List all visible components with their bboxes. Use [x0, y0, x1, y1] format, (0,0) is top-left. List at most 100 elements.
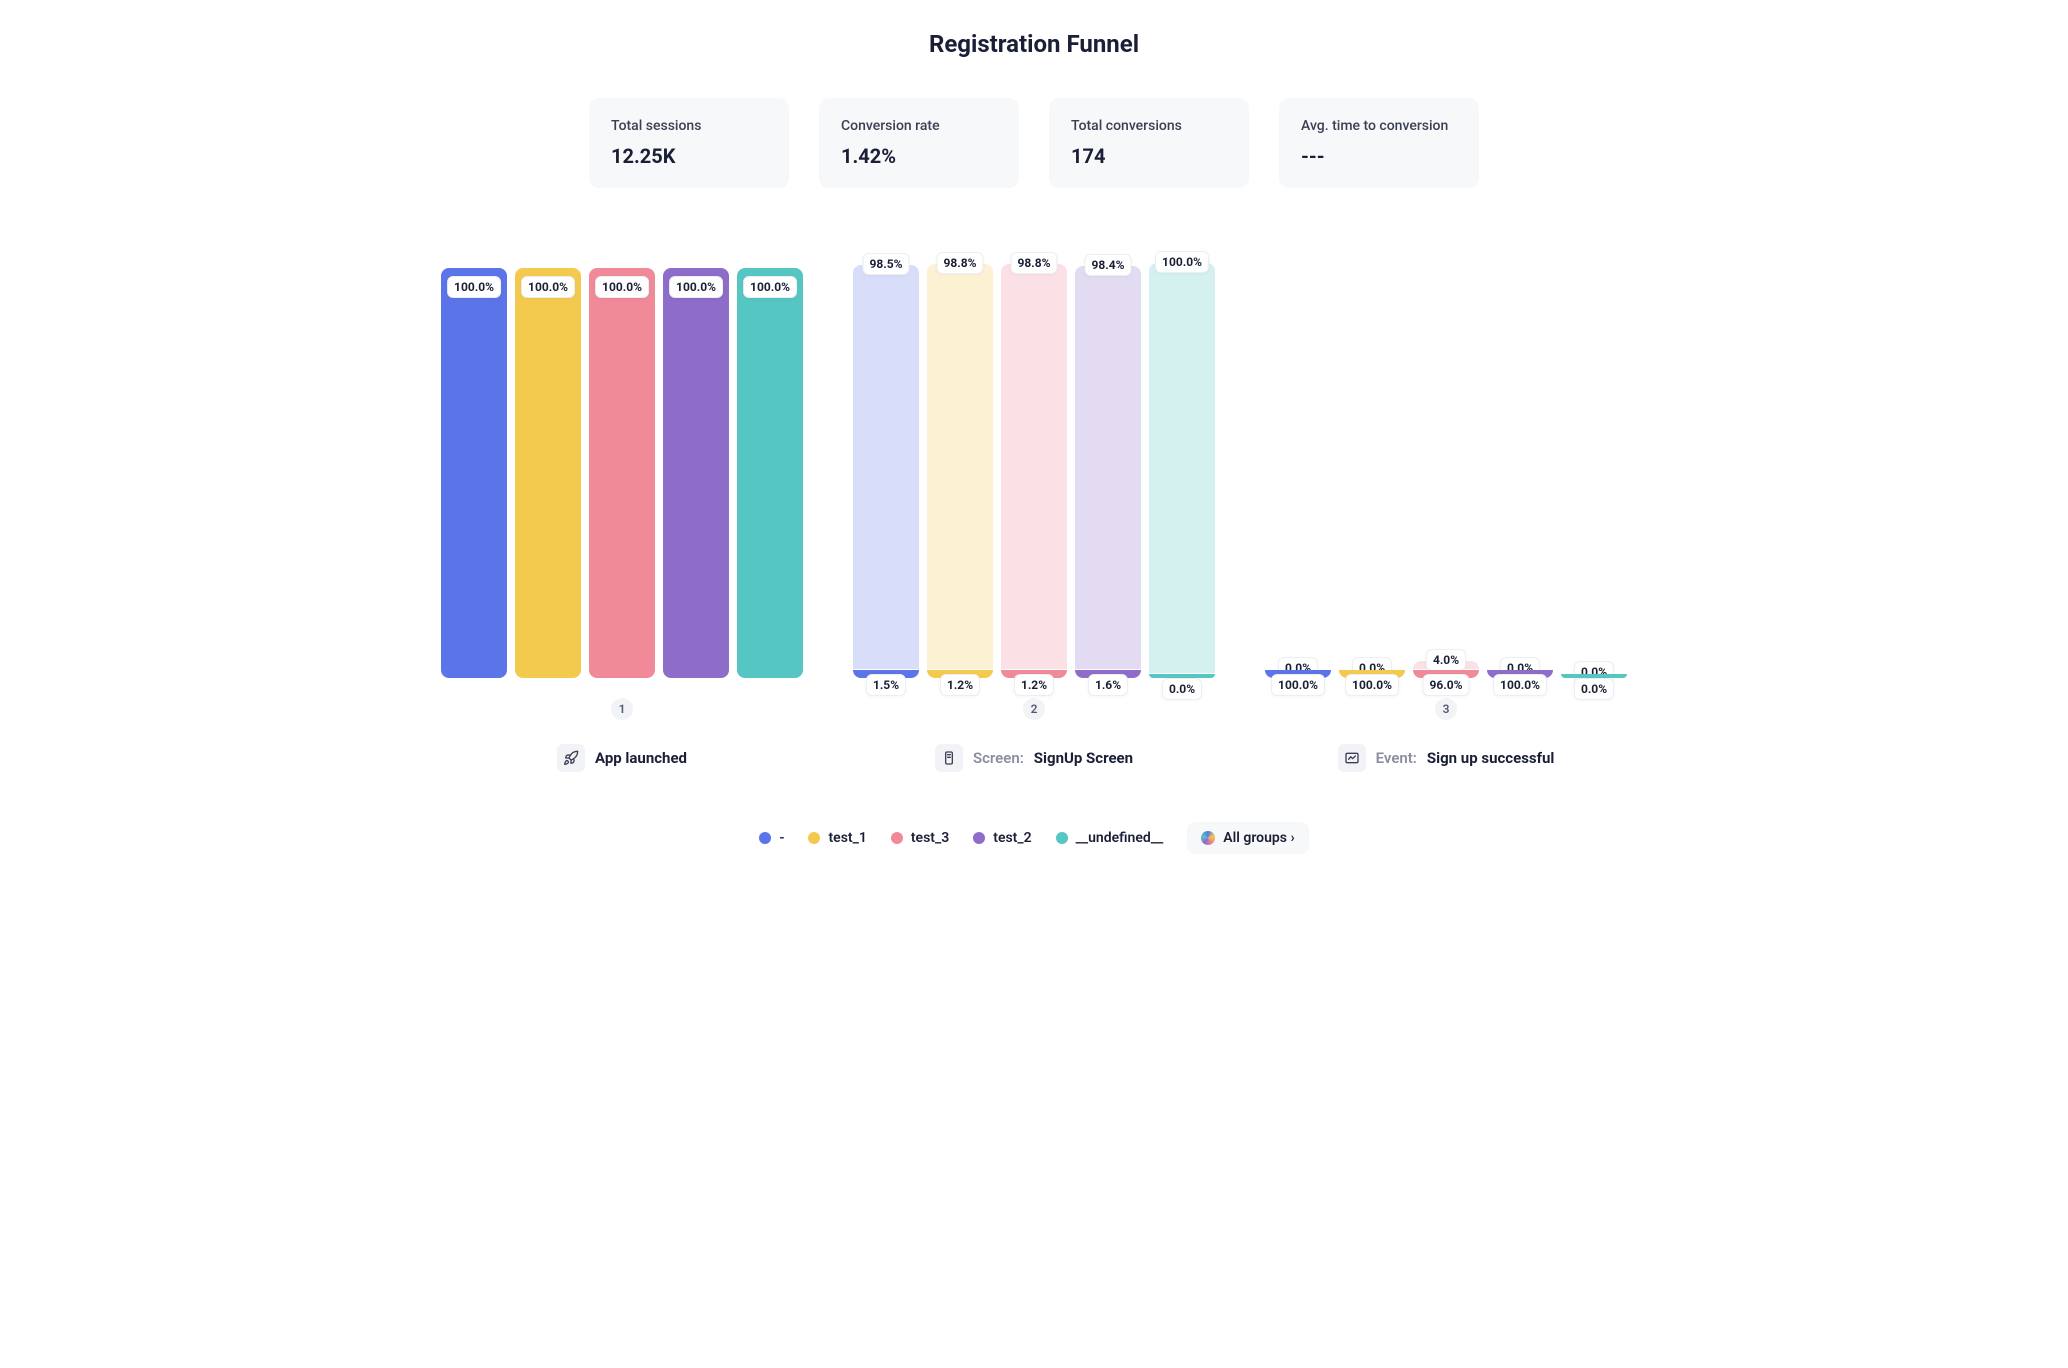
bar[interactable]: 100.0% [441, 238, 507, 678]
drop-pct-label: 4.0% [1426, 649, 1466, 671]
fill-pct-label: 1.6% [1088, 674, 1128, 696]
drop-pct-label: 98.8% [936, 252, 983, 274]
metric-label: Avg. time to conversion [1301, 118, 1457, 134]
bar[interactable]: 100.0% [663, 238, 729, 678]
metric-value: --- [1301, 144, 1457, 168]
bar-fill: 1.2% [927, 670, 993, 678]
bar-fill: 1.2% [1001, 670, 1067, 678]
metric-card: Avg. time to conversion --- [1279, 98, 1479, 188]
funnel-stage: 100.0% 100.0% 100.0% 100.0% 100.0% 1 App launc… [441, 238, 803, 772]
bar[interactable]: 100.0% [737, 238, 803, 678]
bar-fill: 0.0% [1561, 674, 1627, 678]
fill-pct-label: 0.0% [1162, 678, 1202, 700]
bar-fill: 100.0% [589, 268, 655, 678]
all-groups-label: All groups › [1223, 830, 1294, 846]
legend-item[interactable]: test_2 [973, 830, 1031, 846]
rocket-icon [557, 744, 585, 772]
bar[interactable]: 100.0%0.0% [1149, 238, 1215, 678]
metric-label: Total sessions [611, 118, 767, 134]
stage-number: 2 [1023, 698, 1045, 720]
event-icon [1338, 744, 1366, 772]
funnel-chart: 100.0%100.0%100.0%100.0%100.0%1App launc… [50, 238, 2018, 772]
stage-label: Screen: SignUp Screen [935, 744, 1133, 772]
bar-fill: 96.0% [1413, 670, 1479, 678]
bar[interactable]: 100.0% [589, 238, 655, 678]
gradient-dot-icon [1201, 831, 1215, 845]
fill-pct-label: 100.0% [669, 276, 723, 298]
bar[interactable]: 98.4%1.6% [1075, 238, 1141, 678]
bar[interactable]: 98.8% 1.2% [1001, 238, 1067, 678]
bar-fill: 100.0% [515, 268, 581, 678]
bar[interactable]: 98.8%1.2% [927, 238, 993, 678]
fill-pct-label: 1.5% [866, 674, 906, 696]
bar-drop: 100.0% [1149, 263, 1215, 673]
bar-drop: 98.8% [927, 264, 993, 669]
legend-item[interactable]: - [759, 830, 784, 846]
bar-fill: 100.0% [1339, 670, 1405, 678]
metric-value: 12.25K [611, 144, 767, 168]
bar[interactable]: 0.0%100.0% [1339, 238, 1405, 678]
bar[interactable]: 100.0% [515, 238, 581, 678]
bar-fill: 100.0% [1487, 670, 1553, 678]
stage-name: Sign up successful [1427, 749, 1554, 767]
fill-pct-label: 100.0% [447, 276, 501, 298]
legend-label: test_1 [828, 830, 866, 846]
bar-fill: 100.0% [663, 268, 729, 678]
stage-name: SignUp Screen [1034, 749, 1133, 767]
legend-item[interactable]: __undefined__ [1056, 830, 1164, 846]
all-groups-button[interactable]: All groups › [1187, 822, 1308, 854]
metric-card: Conversion rate1.42% [819, 98, 1019, 188]
fill-pct-label: 100.0% [1271, 674, 1325, 696]
stage-number: 1 [611, 698, 633, 720]
fill-pct-label: 100.0% [1493, 674, 1547, 696]
funnel-stage: 0.0%100.0%0.0%100.0%4.0%96.0%0.0%100.0%0… [1265, 238, 1627, 772]
legend-dot-icon [759, 832, 771, 844]
legend-item[interactable]: test_1 [808, 830, 866, 846]
legend-label: __undefined__ [1076, 830, 1164, 846]
legend-label: - [779, 830, 784, 846]
fill-pct-label: 100.0% [1345, 674, 1399, 696]
fill-pct-label: 100.0% [595, 276, 649, 298]
stage-prefix: Event: [1376, 749, 1417, 767]
bar-fill: 100.0% [737, 268, 803, 678]
fill-pct-label: 100.0% [521, 276, 575, 298]
stage-name: App launched [595, 749, 687, 767]
bar-fill: 100.0% [1265, 670, 1331, 678]
drop-pct-label: 98.5% [862, 253, 909, 275]
fill-pct-label: 96.0% [1422, 674, 1469, 696]
bar-drop: 98.4% [1075, 266, 1141, 669]
bar[interactable]: 4.0%96.0% [1413, 238, 1479, 678]
bar[interactable]: 0.0%100.0% [1487, 238, 1553, 678]
bar-drop: 98.5% [853, 265, 919, 669]
screen-icon [935, 744, 963, 772]
legend-label: test_3 [911, 830, 949, 846]
legend-dot-icon [891, 832, 903, 844]
legend-row: - test_1 test_3 test_2 __undefined__ All grou… [50, 822, 2018, 854]
bar[interactable]: 0.0%0.0% [1561, 238, 1627, 678]
fill-pct-label: 1.2% [940, 674, 980, 696]
bar[interactable]: 0.0%100.0% [1265, 238, 1331, 678]
legend-label: test_2 [993, 830, 1031, 846]
metric-card: Total conversions174 [1049, 98, 1249, 188]
bar-fill: 100.0% [441, 268, 507, 678]
stage-label: Event: Sign up successful [1338, 744, 1555, 772]
stage-prefix: Screen: [973, 749, 1024, 767]
funnel-stage: 98.5%1.5%98.8%1.2%98.8%1.2%98.4%1.6%100.… [853, 238, 1215, 772]
metrics-row: Total sessions 12.25K Conversion rate1.42%… [50, 98, 2018, 188]
page-title: Registration Funnel [50, 30, 2018, 58]
legend-item[interactable]: test_3 [891, 830, 949, 846]
metric-value: 174 [1071, 144, 1227, 168]
drop-pct-label: 100.0% [1155, 251, 1209, 273]
fill-pct-label: 1.2% [1014, 674, 1054, 696]
metric-value: 1.42% [841, 144, 997, 168]
legend-dot-icon [1056, 832, 1068, 844]
legend-dot-icon [973, 832, 985, 844]
metric-card: Total sessions 12.25K [589, 98, 789, 188]
stage-number: 3 [1435, 698, 1457, 720]
drop-pct-label: 98.8% [1010, 252, 1057, 274]
drop-pct-label: 98.4% [1084, 254, 1131, 276]
stage-label: App launched [557, 744, 687, 772]
bar[interactable]: 98.5%1.5% [853, 238, 919, 678]
bars-container: 98.5%1.5%98.8%1.2%98.8%1.2%98.4%1.6%100.… [853, 238, 1215, 678]
bars-container: 0.0%100.0%0.0%100.0%4.0%96.0%0.0%100.0%0… [1265, 238, 1627, 678]
